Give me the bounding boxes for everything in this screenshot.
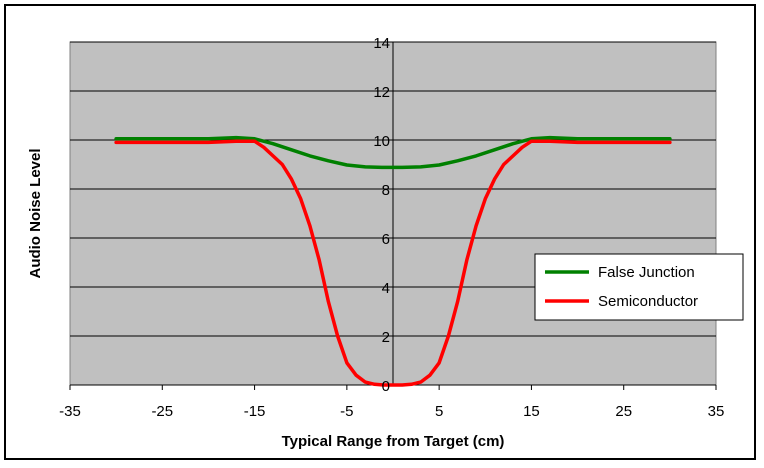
y-tick-label: 2 (382, 329, 390, 346)
x-tick-label: 15 (523, 403, 540, 420)
series-line-semiconductor (114, 139, 672, 387)
y-tick-label: 12 (373, 84, 390, 101)
x-tick-label: -15 (244, 403, 266, 420)
x-tick-label: -35 (59, 403, 81, 420)
y-tick-label: 8 (382, 182, 390, 199)
x-tick-label: -5 (340, 403, 353, 420)
legend: False Junction Semiconductor (534, 253, 744, 321)
x-tick-label: 35 (708, 403, 725, 420)
legend-label: Semiconductor (598, 293, 698, 310)
series-line-false-junction (114, 135, 672, 170)
y-tick-label: 14 (373, 35, 390, 52)
tick-labels: -35 -25 -15 -5 5 15 25 35 0 2 4 6 8 10 12 14 (59, 35, 724, 420)
legend-label: False Junction (598, 264, 695, 281)
x-tick-label: 5 (435, 403, 443, 420)
y-tick-label: 10 (373, 133, 390, 150)
legend-box (534, 253, 744, 321)
series-group (114, 135, 672, 387)
x-tick-label: -25 (151, 403, 173, 420)
x-axis-title: Typical Range from Target (cm) (282, 433, 505, 450)
y-tick-label: 0 (382, 378, 390, 395)
x-tick-label: 25 (615, 403, 632, 420)
y-tick-label: 6 (382, 231, 390, 248)
y-tick-label: 4 (382, 280, 390, 297)
y-axis-title: Audio Noise Level (27, 148, 44, 278)
